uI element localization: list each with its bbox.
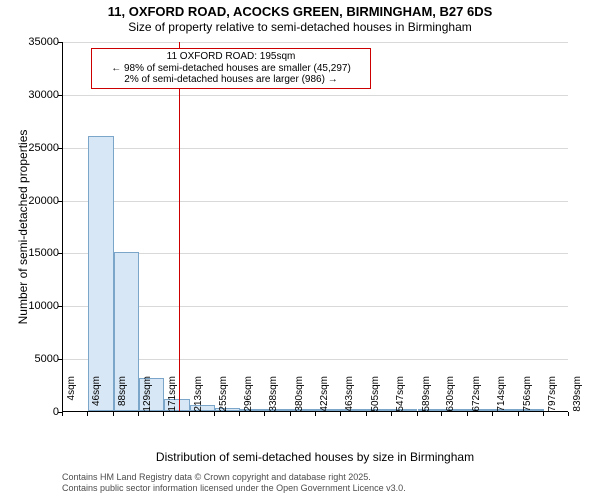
x-tick-mark (62, 412, 63, 416)
x-tick-label: 46sqm (91, 376, 102, 416)
grid-line (63, 306, 568, 307)
y-tick-mark (58, 148, 62, 149)
x-tick-label: 171sqm (167, 376, 178, 416)
x-tick-mark (518, 412, 519, 416)
x-tick-mark (214, 412, 215, 416)
annotation-line: ← 98% of semi-detached houses are smalle… (96, 63, 366, 75)
x-tick-label: 714sqm (496, 376, 507, 416)
x-tick-label: 589sqm (421, 376, 432, 416)
x-tick-mark (189, 412, 190, 416)
x-tick-mark (113, 412, 114, 416)
x-tick-mark (290, 412, 291, 416)
y-tick-mark (58, 306, 62, 307)
x-tick-mark (543, 412, 544, 416)
y-tick-mark (58, 95, 62, 96)
grid-line (63, 253, 568, 254)
x-tick-mark (264, 412, 265, 416)
x-tick-label: 129sqm (142, 376, 153, 416)
x-tick-label: 296sqm (243, 376, 254, 416)
grid-line (63, 148, 568, 149)
y-tick-mark (58, 201, 62, 202)
chart-container: 11, OXFORD ROAD, ACOCKS GREEN, BIRMINGHA… (0, 0, 600, 500)
x-tick-label: 839sqm (572, 376, 583, 416)
x-tick-mark (315, 412, 316, 416)
x-tick-mark (568, 412, 569, 416)
y-tick-mark (58, 359, 62, 360)
chart-title-sub: Size of property relative to semi-detach… (0, 20, 600, 34)
x-tick-label: 547sqm (395, 376, 406, 416)
reference-line (179, 42, 180, 411)
x-tick-mark (366, 412, 367, 416)
x-tick-label: 338sqm (268, 376, 279, 416)
x-tick-label: 422sqm (319, 376, 330, 416)
grid-line (63, 359, 568, 360)
x-tick-label: 4sqm (66, 376, 77, 416)
x-tick-label: 756sqm (522, 376, 533, 416)
x-tick-mark (467, 412, 468, 416)
annotation-line: 11 OXFORD ROAD: 195sqm (96, 51, 366, 63)
x-tick-mark (417, 412, 418, 416)
grid-line (63, 201, 568, 202)
x-axis-label: Distribution of semi-detached houses by … (62, 450, 568, 464)
x-tick-label: 380sqm (294, 376, 305, 416)
x-tick-mark (87, 412, 88, 416)
attribution-text: Contains HM Land Registry data © Crown c… (62, 472, 406, 494)
reference-annotation: 11 OXFORD ROAD: 195sqm← 98% of semi-deta… (91, 48, 371, 89)
x-tick-label: 505sqm (370, 376, 381, 416)
plot-area (62, 42, 568, 412)
x-tick-label: 797sqm (547, 376, 558, 416)
grid-line (63, 95, 568, 96)
annotation-line: 2% of semi-detached houses are larger (9… (96, 74, 366, 86)
x-tick-mark (391, 412, 392, 416)
x-tick-label: 630sqm (445, 376, 456, 416)
x-tick-label: 255sqm (218, 376, 229, 416)
y-tick-mark (58, 42, 62, 43)
x-tick-label: 672sqm (471, 376, 482, 416)
y-tick-label: 0 (9, 406, 59, 418)
y-tick-label: 30000 (9, 89, 59, 101)
x-tick-label: 463sqm (344, 376, 355, 416)
x-tick-mark (492, 412, 493, 416)
x-tick-label: 88sqm (117, 376, 128, 416)
grid-line (63, 42, 568, 43)
histogram-bar (88, 136, 113, 411)
y-tick-label: 5000 (9, 353, 59, 365)
x-tick-mark (441, 412, 442, 416)
y-tick-mark (58, 253, 62, 254)
y-tick-label: 35000 (9, 36, 59, 48)
x-tick-mark (340, 412, 341, 416)
chart-title-main: 11, OXFORD ROAD, ACOCKS GREEN, BIRMINGHA… (0, 4, 600, 19)
x-tick-mark (138, 412, 139, 416)
x-tick-mark (239, 412, 240, 416)
x-tick-mark (163, 412, 164, 416)
x-tick-label: 213sqm (193, 376, 204, 416)
